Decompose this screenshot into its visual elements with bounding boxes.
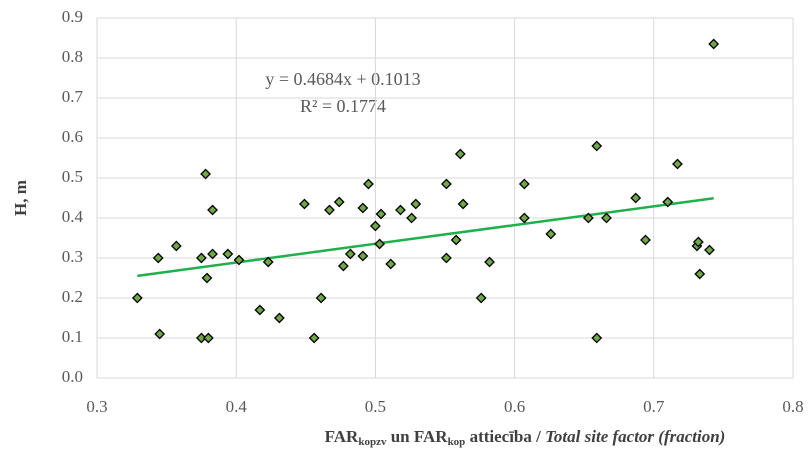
trendline bbox=[137, 197, 714, 278]
point bbox=[154, 328, 166, 340]
point bbox=[692, 236, 704, 248]
point bbox=[273, 312, 285, 324]
trend-r2: R² = 0.1774 bbox=[300, 96, 386, 116]
x-label-sub: kopzv bbox=[358, 436, 387, 448]
x-label-sub: kop bbox=[448, 436, 466, 448]
point bbox=[200, 168, 211, 180]
point bbox=[369, 220, 381, 232]
point bbox=[591, 332, 603, 344]
point bbox=[201, 272, 213, 284]
y-tick-label: 0.0 bbox=[62, 367, 83, 386]
point bbox=[708, 38, 720, 50]
point bbox=[152, 252, 164, 264]
point bbox=[484, 256, 495, 268]
point bbox=[254, 304, 266, 316]
y-tick-label: 0.6 bbox=[62, 127, 83, 146]
point bbox=[357, 250, 369, 262]
point bbox=[406, 212, 418, 224]
point bbox=[518, 178, 530, 190]
point bbox=[324, 204, 335, 216]
point bbox=[374, 238, 385, 250]
y-tick-label: 0.2 bbox=[62, 287, 83, 306]
point bbox=[450, 234, 462, 246]
point bbox=[207, 248, 218, 260]
point bbox=[694, 268, 706, 280]
point bbox=[298, 198, 310, 210]
x-axis-label: FARkopzv un FARkop attiecība / Total sit… bbox=[325, 427, 726, 448]
point bbox=[375, 208, 387, 220]
y-tick-label: 0.7 bbox=[62, 87, 84, 106]
point bbox=[518, 212, 530, 224]
x-tick-label: 0.5 bbox=[365, 397, 386, 416]
point bbox=[222, 248, 234, 260]
x-label-italic: Total site factor (fraction) bbox=[545, 427, 725, 446]
point bbox=[131, 292, 143, 304]
x-label-part: FAR bbox=[325, 427, 359, 446]
point bbox=[672, 158, 683, 170]
y-axis-label: H, m bbox=[11, 180, 30, 216]
point bbox=[195, 252, 207, 264]
point bbox=[704, 244, 715, 256]
x-tick-label: 0.4 bbox=[226, 397, 248, 416]
point bbox=[601, 212, 612, 224]
point bbox=[440, 178, 452, 190]
point bbox=[315, 292, 327, 304]
y-tick-label: 0.4 bbox=[62, 207, 84, 226]
x-tick-label: 0.8 bbox=[782, 397, 803, 416]
point bbox=[233, 254, 245, 266]
point bbox=[170, 240, 182, 252]
y-tick-label: 0.5 bbox=[62, 167, 83, 186]
trend-equation: y = 0.4684x + 0.1013 bbox=[265, 69, 420, 89]
y-tick-label: 0.9 bbox=[62, 7, 83, 26]
x-tick-label: 0.7 bbox=[643, 397, 665, 416]
y-tick-label: 0.8 bbox=[62, 47, 83, 66]
point bbox=[337, 260, 349, 272]
point bbox=[662, 196, 674, 208]
point bbox=[357, 202, 369, 214]
y-tick-label: 0.3 bbox=[62, 247, 83, 266]
point bbox=[591, 140, 603, 152]
x-label-part: attiecība / bbox=[465, 427, 545, 446]
point bbox=[440, 252, 452, 264]
point bbox=[202, 332, 214, 344]
x-tick-label: 0.6 bbox=[504, 397, 525, 416]
point bbox=[385, 258, 397, 270]
point bbox=[630, 192, 642, 204]
point bbox=[207, 204, 218, 216]
point bbox=[410, 198, 422, 210]
point bbox=[363, 178, 374, 190]
point bbox=[475, 292, 487, 304]
point bbox=[582, 212, 594, 224]
point bbox=[545, 228, 557, 240]
point bbox=[640, 234, 651, 246]
point bbox=[262, 256, 274, 268]
point bbox=[308, 332, 320, 344]
point bbox=[395, 204, 406, 216]
point bbox=[344, 248, 356, 260]
x-tick-label: 0.3 bbox=[86, 397, 107, 416]
point bbox=[333, 196, 345, 208]
point bbox=[195, 332, 207, 344]
point bbox=[454, 148, 466, 160]
point bbox=[457, 198, 469, 210]
x-label-part: un FAR bbox=[386, 427, 448, 446]
y-tick-label: 0.1 bbox=[62, 327, 83, 346]
